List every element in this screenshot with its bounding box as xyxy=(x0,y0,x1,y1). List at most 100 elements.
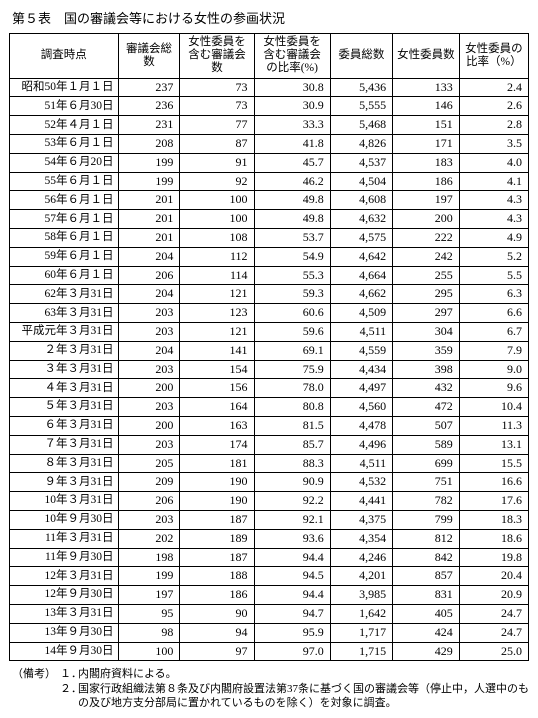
value-cell: 78.0 xyxy=(254,379,330,398)
value-cell: 186 xyxy=(180,586,254,605)
value-cell: 197 xyxy=(118,586,180,605)
date-cell: 57年６月１日 xyxy=(10,210,119,229)
value-cell: 4.3 xyxy=(459,191,528,210)
table-row: 63年３月31日20312360.64,5092976.6 xyxy=(10,304,529,323)
value-cell: 18.6 xyxy=(459,529,528,548)
value-cell: 77 xyxy=(180,116,254,135)
value-cell: 133 xyxy=(393,78,460,97)
value-cell: 92 xyxy=(180,172,254,191)
value-cell: 4,354 xyxy=(330,529,392,548)
table-row: 53年６月１日2088741.84,8261713.5 xyxy=(10,135,529,154)
value-cell: 16.6 xyxy=(459,473,528,492)
date-cell: 60年６月１日 xyxy=(10,266,119,285)
value-cell: 4,826 xyxy=(330,135,392,154)
value-cell: 4,201 xyxy=(330,567,392,586)
value-cell: 88.3 xyxy=(254,454,330,473)
note-text: 国家行政組織法第８条及び内閣府設置法第37条に基づく国の審議会等（停止中，人選中… xyxy=(78,682,530,711)
date-cell: ６年３月31日 xyxy=(10,417,119,436)
value-cell: 4,511 xyxy=(330,323,392,342)
value-cell: 297 xyxy=(393,304,460,323)
table-row: 58年６月１日20110853.74,5752224.9 xyxy=(10,229,529,248)
value-cell: 5.2 xyxy=(459,247,528,266)
value-cell: 203 xyxy=(118,323,180,342)
value-cell: 186 xyxy=(393,172,460,191)
value-cell: 200 xyxy=(393,210,460,229)
table-row: 52年４月１日2317733.35,4681512.8 xyxy=(10,116,529,135)
value-cell: 2.4 xyxy=(459,78,528,97)
value-cell: 4,560 xyxy=(330,398,392,417)
note-text: 内閣府資料による。 xyxy=(78,667,530,681)
value-cell: 171 xyxy=(393,135,460,154)
column-header: 調査時点 xyxy=(10,34,119,79)
value-cell: 201 xyxy=(118,191,180,210)
date-cell: 11年３月31日 xyxy=(10,529,119,548)
value-cell: 2.8 xyxy=(459,116,528,135)
value-cell: 100 xyxy=(180,210,254,229)
value-cell: 237 xyxy=(118,78,180,97)
value-cell: 231 xyxy=(118,116,180,135)
value-cell: 94.4 xyxy=(254,548,330,567)
value-cell: 4,441 xyxy=(330,492,392,511)
value-cell: 85.7 xyxy=(254,435,330,454)
table-row: 59年６月１日20411254.94,6422425.2 xyxy=(10,247,529,266)
value-cell: 199 xyxy=(118,153,180,172)
table-row: 平成元年３月31日20312159.64,5113046.7 xyxy=(10,323,529,342)
date-cell: 11年９月30日 xyxy=(10,548,119,567)
date-cell: 平成元年３月31日 xyxy=(10,323,119,342)
value-cell: 46.2 xyxy=(254,172,330,191)
date-cell: 10年９月30日 xyxy=(10,510,119,529)
value-cell: 200 xyxy=(118,417,180,436)
date-cell: 58年６月１日 xyxy=(10,229,119,248)
value-cell: 190 xyxy=(180,492,254,511)
value-cell: 80.8 xyxy=(254,398,330,417)
value-cell: 69.1 xyxy=(254,341,330,360)
value-cell: 94.4 xyxy=(254,586,330,605)
value-cell: 4,246 xyxy=(330,548,392,567)
value-cell: 123 xyxy=(180,304,254,323)
value-cell: 60.6 xyxy=(254,304,330,323)
value-cell: 203 xyxy=(118,398,180,417)
value-cell: 190 xyxy=(180,473,254,492)
date-cell: 52年４月１日 xyxy=(10,116,119,135)
value-cell: 15.5 xyxy=(459,454,528,473)
table-row: 10年３月31日20619092.24,44178217.6 xyxy=(10,492,529,511)
value-cell: 4,664 xyxy=(330,266,392,285)
notes-label: （備考） xyxy=(12,667,60,681)
value-cell: 206 xyxy=(118,492,180,511)
value-cell: 114 xyxy=(180,266,254,285)
value-cell: 7.9 xyxy=(459,341,528,360)
table-row: ４年３月31日20015678.04,4974329.6 xyxy=(10,379,529,398)
value-cell: 59.6 xyxy=(254,323,330,342)
table-row: ３年３月31日20315475.94,4343989.0 xyxy=(10,360,529,379)
date-cell: 54年６月20日 xyxy=(10,153,119,172)
value-cell: 4,496 xyxy=(330,435,392,454)
table-row: 10年９月30日20318792.14,37579918.3 xyxy=(10,510,529,529)
value-cell: 197 xyxy=(393,191,460,210)
value-cell: 842 xyxy=(393,548,460,567)
value-cell: 209 xyxy=(118,473,180,492)
table-row: ２年３月31日20414169.14,5593597.9 xyxy=(10,341,529,360)
date-cell: 62年３月31日 xyxy=(10,285,119,304)
value-cell: 19.8 xyxy=(459,548,528,567)
value-cell: 5,555 xyxy=(330,97,392,116)
value-cell: 198 xyxy=(118,548,180,567)
value-cell: 4,559 xyxy=(330,341,392,360)
table-row: 13年３月31日959094.71,64240524.7 xyxy=(10,604,529,623)
date-cell: ３年３月31日 xyxy=(10,360,119,379)
value-cell: 73 xyxy=(180,97,254,116)
table-title: 第５表 国の審議会等における女性の参画状況 xyxy=(8,8,530,27)
table-row: 62年３月31日20412159.34,6622956.3 xyxy=(10,285,529,304)
value-cell: 4,532 xyxy=(330,473,392,492)
value-cell: 204 xyxy=(118,247,180,266)
value-cell: 112 xyxy=(180,247,254,266)
date-cell: 59年６月１日 xyxy=(10,247,119,266)
value-cell: 202 xyxy=(118,529,180,548)
value-cell: 203 xyxy=(118,435,180,454)
value-cell: 4,497 xyxy=(330,379,392,398)
date-cell: 12年９月30日 xyxy=(10,586,119,605)
value-cell: 87 xyxy=(180,135,254,154)
value-cell: 424 xyxy=(393,623,460,642)
date-cell: 63年３月31日 xyxy=(10,304,119,323)
table-row: 13年９月30日989495.91,71742424.7 xyxy=(10,623,529,642)
column-header: 女性委員数 xyxy=(393,34,460,79)
